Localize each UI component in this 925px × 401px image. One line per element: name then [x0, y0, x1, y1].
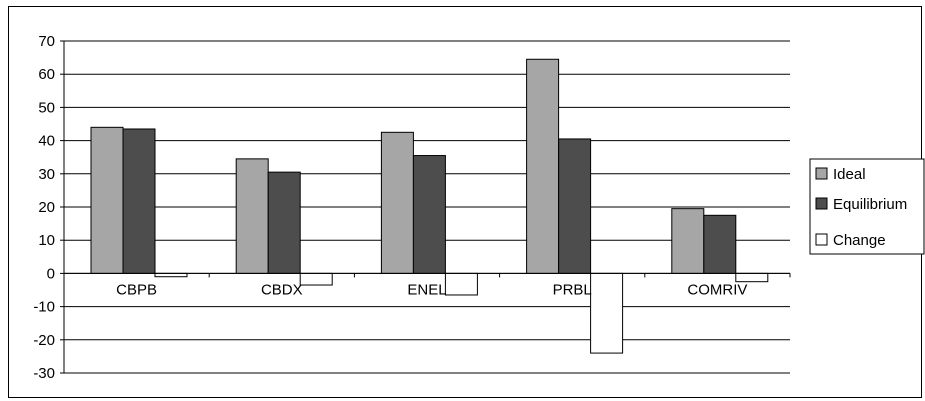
category-label: CBPB	[116, 281, 157, 298]
bar-ideal-cbpb	[90, 126, 124, 274]
legend-swatch-change	[815, 233, 828, 246]
y-tick-label: 60	[38, 66, 55, 83]
bar-ideal-enel	[380, 131, 414, 274]
legend-label-change: Change	[833, 232, 886, 249]
y-tick-label: 50	[38, 99, 55, 116]
bar-equilibrium-enel	[412, 155, 446, 274]
y-tick-label: 30	[38, 166, 55, 183]
axes	[60, 40, 791, 374]
gridlines	[64, 40, 790, 374]
bar-change-prbl	[590, 272, 624, 354]
legend-label-ideal: Ideal	[833, 166, 866, 183]
legend-swatch-ideal	[815, 167, 828, 180]
category-label: COMRIV	[687, 281, 747, 298]
category-label: CBDX	[261, 281, 303, 298]
y-tick-label: 20	[38, 199, 55, 216]
category-labels: CBPB CBDX ENEL PRBL COMRIV	[116, 281, 747, 298]
y-tick-label: -30	[33, 365, 55, 382]
bar-change-enel	[444, 272, 478, 296]
bars	[90, 58, 769, 354]
bar-change-cbdx	[299, 272, 333, 286]
legend-label-equilibrium: Equilibrium	[833, 196, 907, 213]
bar-ideal-comriv	[671, 208, 705, 274]
y-tick-label: 0	[47, 265, 55, 282]
chart-frame	[8, 6, 922, 398]
legend-swatch-equilibrium	[815, 197, 828, 210]
bar-equilibrium-comriv	[703, 214, 737, 274]
bar-equilibrium-cbdx	[267, 171, 301, 274]
legend-box	[809, 158, 925, 255]
y-tick-labels: 70 60 50 40 30 20 10 0 -10 -20 -30	[33, 33, 55, 382]
legend: Ideal Equilibrium Change	[809, 158, 925, 255]
bar-equilibrium-cbpb	[122, 128, 156, 274]
y-tick-label: -10	[33, 299, 55, 316]
category-label: ENEL	[407, 281, 446, 298]
y-tick-label: -20	[33, 332, 55, 349]
y-tick-label: 70	[38, 33, 55, 50]
y-tick-label: 40	[38, 133, 55, 150]
bar-ideal-cbdx	[235, 158, 269, 274]
bar-equilibrium-prbl	[558, 138, 592, 274]
bar-ideal-prbl	[526, 58, 560, 274]
y-tick-label: 10	[38, 232, 55, 249]
category-label: PRBL	[553, 281, 592, 298]
